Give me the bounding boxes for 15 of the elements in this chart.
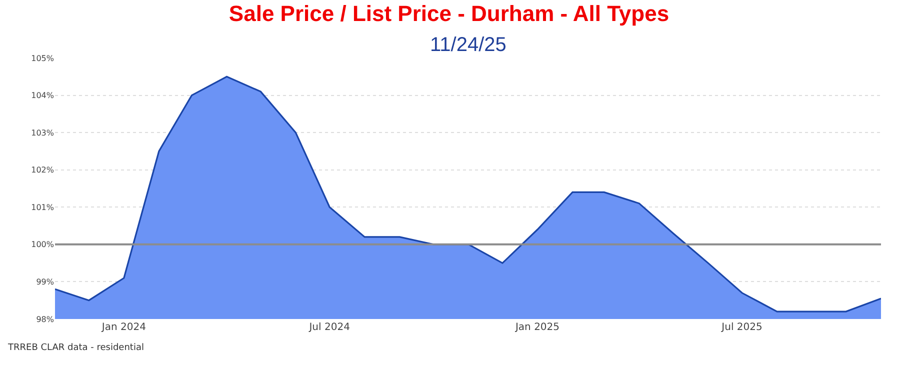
- y-tick-label: 98%: [36, 314, 54, 324]
- y-tick-label: 100%: [31, 240, 54, 250]
- x-tick-label: Jul 2025: [720, 322, 762, 333]
- y-tick-label: 102%: [31, 166, 54, 175]
- x-tick-label: Jan 2024: [100, 322, 146, 333]
- chart-title: Sale Price / List Price - Durham - All Types: [228, 0, 670, 26]
- x-tick-label: Jan 2025: [514, 322, 560, 333]
- y-tick-label: 103%: [31, 128, 54, 138]
- text: TRREB CLAR data - residential: [7, 343, 144, 353]
- y-tick-label: 104%: [31, 91, 54, 100]
- chart-subtitle: 11/24/25: [430, 34, 506, 56]
- y-tick-label: 99%: [36, 278, 54, 287]
- y-tick-label: 105%: [31, 54, 54, 63]
- x-tick-label: Jul 2024: [308, 322, 350, 333]
- y-tick-label: 101%: [31, 202, 54, 212]
